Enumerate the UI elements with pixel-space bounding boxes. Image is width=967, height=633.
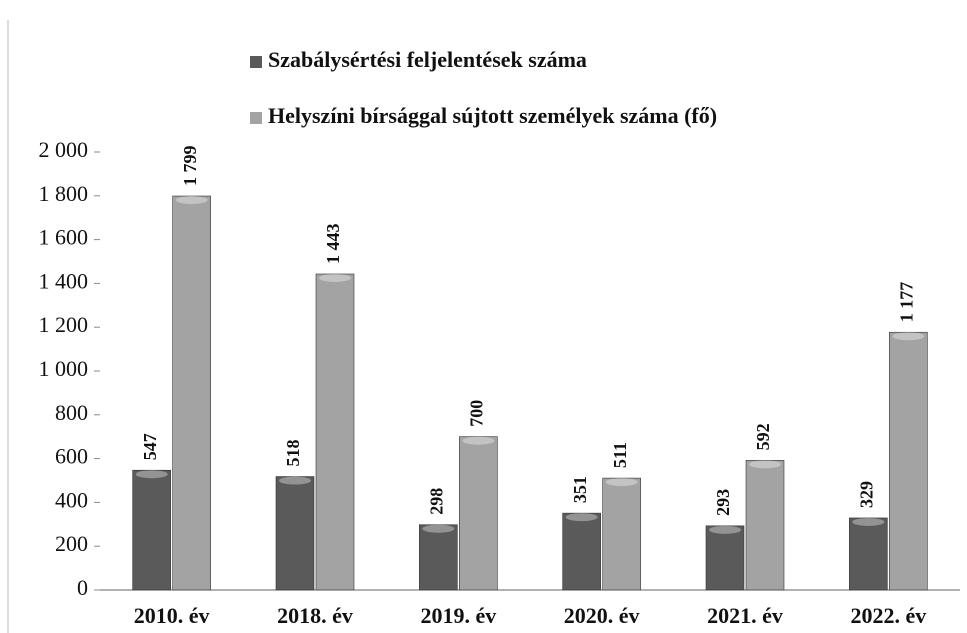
bar-cap [566,513,598,521]
bar-cap [749,460,781,468]
legend-swatch [250,56,262,68]
y-tick-label: 600 [55,444,88,469]
chart: Szabálysértési feljelentések száma Helysz… [0,0,967,633]
value-label: 592 [753,423,773,450]
bar-cap [279,477,311,485]
bar [849,518,887,590]
value-label: 1 799 [180,146,200,187]
bar [706,526,744,590]
legend-label: Helyszíni bírsággal sújtott személyek sz… [268,103,717,128]
x-tick-label: 2018. év [277,603,353,628]
value-label: 700 [466,400,486,427]
x-tick-label: 2010. év [134,603,210,628]
bar-cap [709,526,741,534]
bar-cap [606,478,638,486]
bar [459,437,497,590]
y-tick-label: 400 [55,487,88,512]
bar [746,460,784,590]
y-tick-label: 1 000 [39,356,89,381]
bar-cap [319,274,351,282]
value-label: 547 [140,433,160,460]
bar-cap [852,518,884,526]
bar-cap [176,196,208,204]
value-label: 1 177 [896,282,916,323]
bar [889,332,927,590]
y-tick-label: 200 [55,531,88,556]
y-tick-label: 1 200 [39,312,89,337]
y-tick-label: 0 [77,575,88,600]
x-tick-label: 2020. év [564,603,640,628]
y-tick-label: 2 000 [39,137,89,162]
value-label: 511 [610,442,630,468]
bar [419,525,457,590]
bar [603,478,641,590]
bar [316,274,354,590]
y-tick-label: 1 800 [39,181,89,206]
x-tick-label: 2021. év [707,603,783,628]
bar-cap [892,332,924,340]
bar-cap [462,437,494,445]
legend-label: Szabálysértési feljelentések száma [268,47,587,72]
legend-swatch [250,112,262,124]
bar [563,513,601,590]
value-label: 298 [426,488,446,515]
y-tick-label: 1 400 [39,268,89,293]
bar-cap [136,470,168,478]
bar [276,477,314,590]
bar [133,470,171,590]
value-label: 1 443 [323,223,343,264]
bar-cap [422,525,454,533]
value-label: 329 [856,481,876,508]
x-tick-label: 2022. év [850,603,926,628]
bar [173,196,211,590]
value-label: 351 [570,476,590,503]
value-label: 518 [283,440,303,467]
y-tick-label: 1 600 [39,225,89,250]
y-tick-label: 800 [55,400,88,425]
value-label: 293 [713,489,733,516]
x-tick-label: 2019. év [420,603,496,628]
